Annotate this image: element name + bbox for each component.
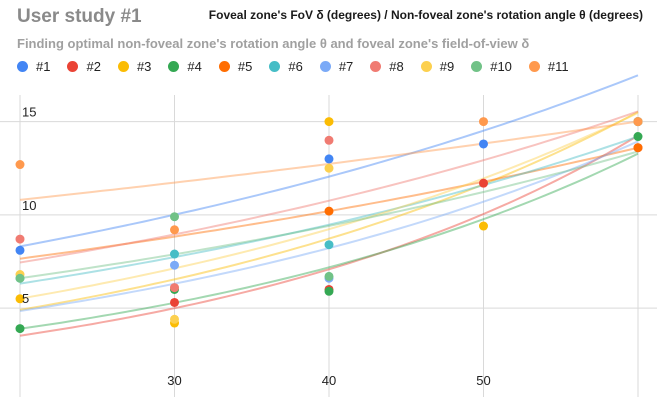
legend-swatch xyxy=(269,61,281,72)
chart-legend: #1 #2 #3 #4 #5 #6 #7 #8 #9 #10 #11 xyxy=(17,59,586,74)
data-point xyxy=(479,117,488,127)
legend-label: #1 xyxy=(36,59,51,74)
data-point xyxy=(15,273,25,283)
legend-swatch xyxy=(370,61,382,72)
data-point xyxy=(479,178,488,188)
legend-item: #3 xyxy=(117,59,152,74)
data-point xyxy=(324,240,334,250)
legend-swatch xyxy=(420,61,432,72)
data-point xyxy=(15,160,25,170)
data-point xyxy=(324,286,334,296)
legend-label: #5 xyxy=(237,59,253,74)
tick-label-layer: 5 10 15 30 40 50 xyxy=(22,105,491,388)
legend-swatch xyxy=(67,61,79,72)
data-point xyxy=(15,294,25,304)
data-point xyxy=(170,225,179,235)
y-tick-label: 10 xyxy=(22,198,36,213)
data-point xyxy=(324,206,334,216)
data-point xyxy=(170,314,179,324)
trendline xyxy=(19,135,639,285)
x-tick-label: 30 xyxy=(167,373,181,388)
legend-label: #7 xyxy=(338,59,354,74)
legend-swatch xyxy=(471,61,483,72)
legend-label: #3 xyxy=(136,59,152,74)
points-layer xyxy=(15,117,643,334)
legend-swatch xyxy=(218,61,230,72)
data-point xyxy=(324,163,334,173)
legend-label: #11 xyxy=(547,59,569,74)
legend-swatch xyxy=(117,61,129,72)
chart-title: User study #1 xyxy=(17,6,142,27)
trendline xyxy=(19,111,639,300)
legend-item: #10 xyxy=(471,59,512,74)
legend-swatch xyxy=(17,61,28,72)
data-point xyxy=(324,154,334,164)
legend-item: #1 xyxy=(17,59,50,74)
data-point xyxy=(15,324,25,334)
legend-item: #8 xyxy=(370,59,404,74)
data-point xyxy=(170,212,179,222)
trendline xyxy=(19,111,639,311)
chart-subtitle: Finding optimal non-foveal zone's rotati… xyxy=(17,36,530,51)
y-tick-label: 5 xyxy=(22,291,29,306)
legend-label: #4 xyxy=(187,59,202,74)
trendline-layer xyxy=(19,74,639,337)
legend-swatch xyxy=(528,61,540,72)
data-point xyxy=(15,245,25,255)
legend-label: #9 xyxy=(439,59,455,74)
legend-label: #10 xyxy=(490,59,512,74)
data-point xyxy=(170,260,179,270)
x-tick-label: 40 xyxy=(322,373,336,388)
data-point xyxy=(633,132,643,142)
legend-item: #4 xyxy=(168,59,202,74)
legend-label: #2 xyxy=(86,59,101,74)
trendline xyxy=(19,150,639,280)
legend-item: #2 xyxy=(67,59,101,74)
legend-item: #9 xyxy=(420,59,455,74)
legend-item: #7 xyxy=(319,59,354,74)
trendline xyxy=(19,134,639,337)
trendline xyxy=(19,110,639,264)
data-point xyxy=(633,143,643,153)
axis-caption: Foveal zone's FoV δ (degrees) / Non-fove… xyxy=(208,8,643,22)
data-point xyxy=(170,283,179,293)
data-point xyxy=(479,221,488,231)
data-point xyxy=(324,271,334,281)
y-tick-label: 15 xyxy=(22,105,36,120)
trendline xyxy=(19,74,639,248)
data-point xyxy=(324,117,334,127)
data-point xyxy=(170,297,179,307)
data-point xyxy=(324,135,334,145)
data-point xyxy=(633,117,643,127)
legend-swatch xyxy=(319,61,331,72)
x-tick-label: 50 xyxy=(476,373,490,388)
data-point xyxy=(479,139,488,149)
data-point xyxy=(15,234,25,244)
trendline xyxy=(19,152,639,330)
legend-item: #6 xyxy=(269,59,303,74)
legend-label: #8 xyxy=(389,59,404,74)
legend-label: #6 xyxy=(288,59,303,74)
legend-item: #11 xyxy=(528,59,569,74)
data-point xyxy=(170,249,179,259)
legend-item: #5 xyxy=(218,59,253,74)
legend-swatch xyxy=(168,61,180,72)
